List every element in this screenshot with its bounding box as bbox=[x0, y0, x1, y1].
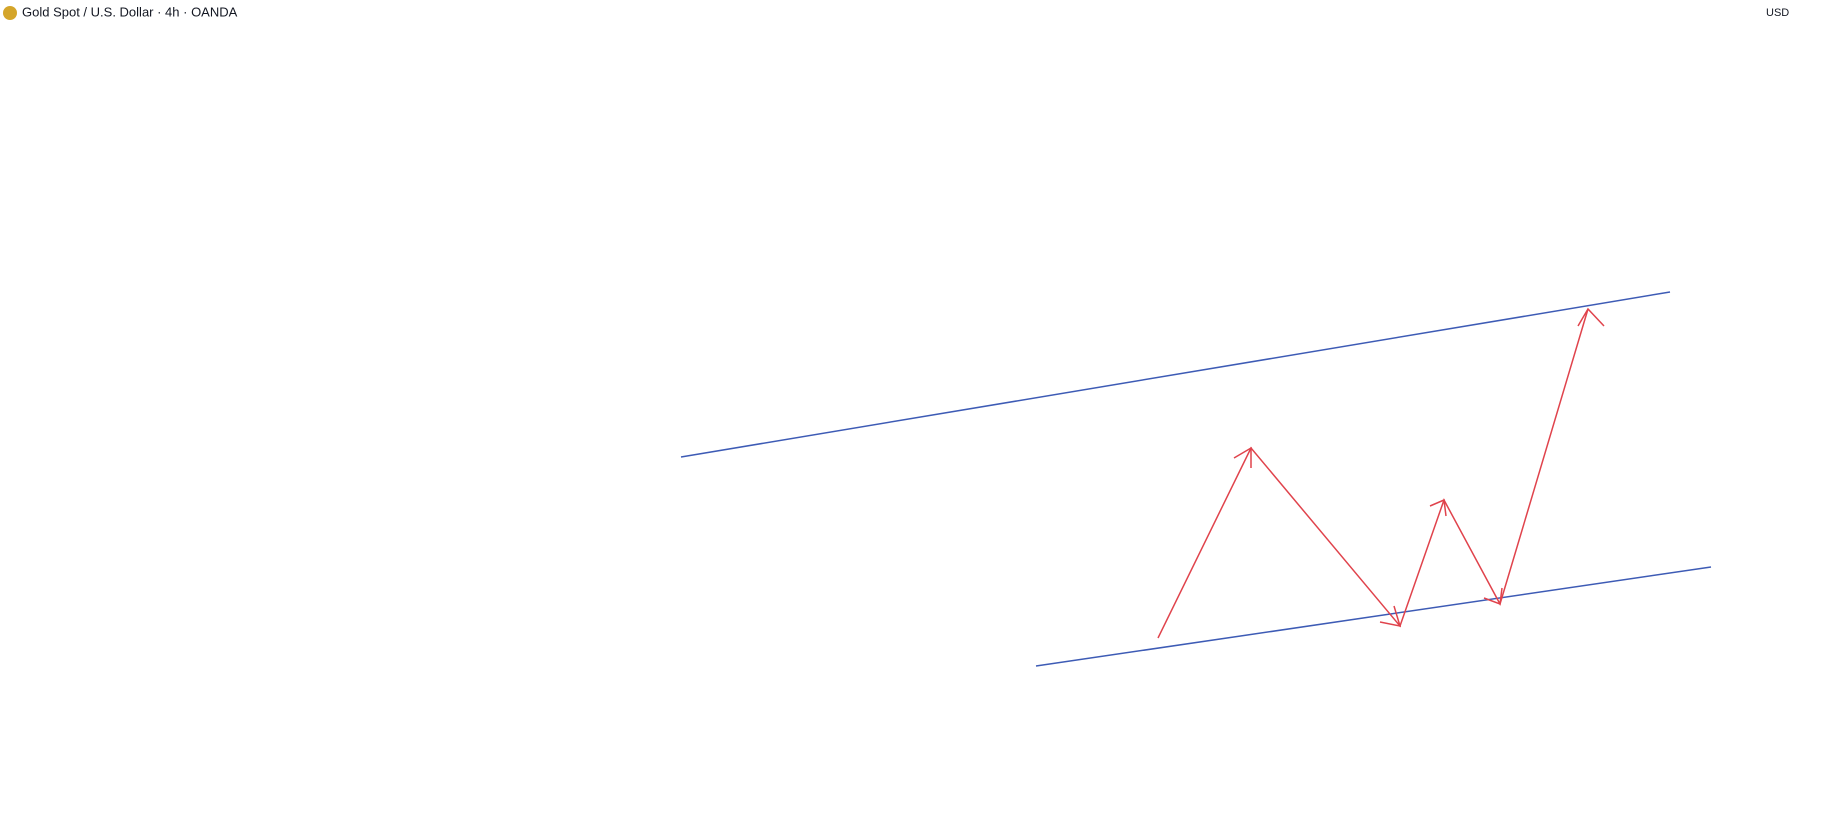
arrowhead bbox=[1483, 587, 1503, 606]
currency: USD bbox=[1766, 7, 1789, 19]
axis-bg bbox=[1755, 0, 1828, 828]
chart-title: Gold Spot / U.S. Dollar · 4h · OANDA bbox=[22, 4, 238, 19]
arrowhead bbox=[1233, 446, 1252, 468]
price-axis bbox=[1755, 0, 1828, 828]
arrowhead bbox=[1379, 605, 1402, 627]
lower-trendline bbox=[1035, 566, 1712, 667]
upper-trendline bbox=[680, 291, 1671, 458]
symbol-icon bbox=[3, 6, 17, 20]
drawings bbox=[680, 291, 1712, 667]
path-arrows bbox=[1157, 308, 1589, 639]
arrowhead bbox=[1429, 498, 1447, 517]
arrowhead bbox=[1577, 307, 1605, 327]
